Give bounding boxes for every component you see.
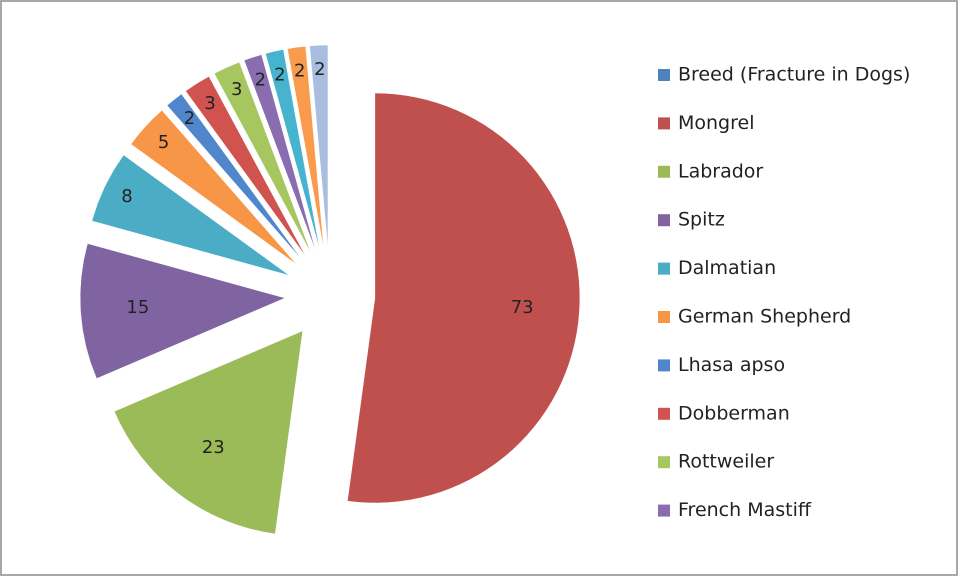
pie-slice [166, 93, 303, 260]
pie-slice [243, 54, 317, 253]
legend: Breed (Fracture in Dogs) Mongrel Labrador S… [658, 64, 910, 521]
pie-slice [79, 243, 286, 379]
pie-slice [287, 45, 325, 251]
pie-slice [347, 92, 581, 504]
data-label: 23 [202, 437, 225, 458]
legend-label: Dalmatian [678, 257, 776, 279]
legend-swatch [658, 214, 670, 227]
pie-slice [265, 49, 321, 252]
pie-slice [185, 76, 307, 258]
legend-label: Breed (Fracture in Dogs) [678, 64, 910, 86]
legend-label: Labrador [678, 160, 763, 182]
legend-label: Dobberman [678, 402, 790, 424]
pie-slice [309, 44, 329, 251]
data-label: 2 [184, 108, 195, 129]
data-label: 2 [274, 64, 285, 85]
data-label: 73 [511, 297, 534, 318]
data-label: 5 [158, 132, 169, 153]
legend-label: Rottweiler [678, 451, 774, 473]
legend-swatch [658, 456, 670, 469]
legend-label: Spitz [678, 209, 725, 231]
legend-swatch [658, 359, 670, 372]
legend-swatch [658, 504, 670, 517]
data-label: 2 [255, 70, 266, 91]
legend-swatch [658, 407, 670, 420]
pie-slice [113, 330, 304, 535]
pie-slice [91, 154, 290, 276]
legend-swatch [658, 69, 670, 81]
data-label: 2 [294, 61, 305, 82]
data-label: 2 [314, 59, 325, 80]
legend-swatch [658, 117, 670, 130]
data-label: 3 [231, 79, 242, 100]
legend-label: Lhasa apso [678, 354, 785, 376]
legend-swatch [658, 165, 670, 178]
legend-swatch [658, 262, 670, 275]
data-label: 3 [204, 93, 215, 114]
legend-label: German Shepherd [678, 306, 851, 328]
pie-slice [213, 61, 312, 255]
legend-label: Mongrel [678, 112, 754, 134]
pie-slice [130, 109, 297, 265]
data-label: 15 [126, 297, 149, 318]
legend-label: French Mastiff [678, 499, 812, 521]
legend-swatch [658, 311, 670, 323]
data-label: 8 [121, 186, 132, 207]
